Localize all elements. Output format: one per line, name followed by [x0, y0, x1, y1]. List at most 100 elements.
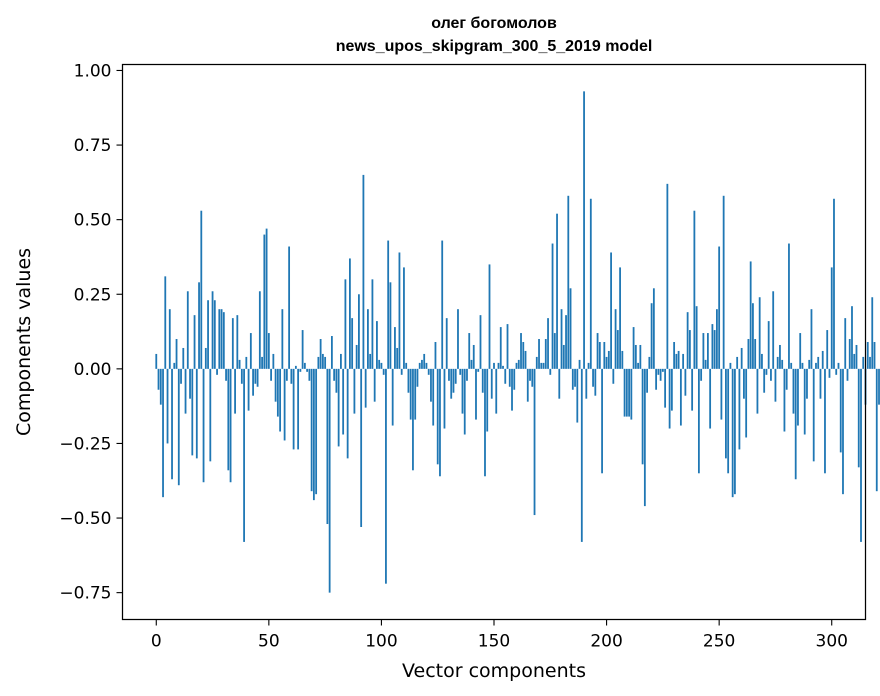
bar [747, 339, 750, 369]
bar [835, 368, 838, 375]
bar [749, 261, 752, 369]
bar [470, 359, 473, 369]
bar [202, 368, 205, 483]
bar [709, 368, 712, 429]
bar [810, 309, 813, 369]
bar [828, 368, 831, 378]
x-axis-label: Vector components [402, 660, 586, 682]
bar [520, 333, 522, 369]
bar [326, 368, 329, 525]
bar [722, 195, 725, 369]
bar [358, 294, 360, 369]
bar [333, 368, 336, 381]
bar [367, 309, 369, 369]
bar [391, 368, 394, 426]
bar [700, 368, 703, 381]
bar [756, 368, 759, 414]
x-tick-label: 100 [365, 632, 397, 652]
bar [574, 368, 576, 387]
bar [459, 368, 462, 375]
bar [159, 368, 162, 405]
bar [542, 362, 545, 369]
bar [862, 356, 865, 369]
bar [553, 333, 556, 369]
bar [240, 368, 243, 384]
bar [596, 333, 599, 369]
bar [826, 330, 829, 369]
bar [664, 368, 667, 408]
bar [292, 368, 295, 450]
bar [182, 347, 185, 369]
bar [781, 359, 784, 369]
bar [767, 321, 770, 369]
bar [432, 368, 435, 426]
x-tick-label: 0 [151, 632, 162, 652]
bar [378, 359, 381, 369]
bar [652, 288, 655, 369]
bar [544, 339, 547, 369]
bar [637, 362, 639, 369]
bar [434, 342, 437, 369]
bar [427, 368, 430, 375]
bar [346, 368, 349, 459]
bar [524, 350, 527, 369]
bar [380, 362, 383, 369]
y-tick-label: 0.25 [74, 285, 112, 305]
bar [686, 312, 689, 369]
bar [283, 368, 286, 441]
chart-title: олег богомолов [431, 15, 557, 32]
bar [238, 359, 241, 369]
bar [207, 300, 209, 369]
bar [691, 368, 694, 411]
bar [412, 368, 414, 471]
bar [256, 368, 259, 387]
bar [646, 368, 648, 393]
bar [745, 368, 748, 438]
bar [472, 344, 475, 369]
bar [639, 344, 642, 369]
bar [661, 368, 664, 372]
bar [601, 368, 603, 474]
bar [531, 368, 534, 387]
bar [817, 356, 820, 369]
bar [801, 362, 804, 369]
bar [815, 362, 817, 369]
bar [452, 368, 455, 393]
bar [560, 309, 563, 369]
bar [204, 347, 207, 369]
bar [785, 368, 788, 390]
bar [421, 359, 423, 369]
bar [693, 210, 696, 369]
bar [659, 368, 662, 381]
bar [385, 368, 387, 584]
bar [558, 368, 561, 399]
bar [779, 344, 781, 369]
bar [376, 321, 378, 369]
bar [162, 368, 164, 498]
bar [594, 368, 597, 396]
bar [409, 368, 412, 420]
bar [713, 330, 716, 369]
bar [567, 195, 570, 369]
bar [299, 368, 302, 372]
bar [565, 315, 567, 369]
bar [538, 339, 540, 369]
bar [418, 362, 421, 369]
bar [414, 368, 417, 420]
bar [670, 368, 673, 411]
bar [281, 309, 284, 369]
bar [679, 368, 682, 426]
bar [342, 368, 345, 435]
bar [303, 362, 306, 369]
bar [821, 350, 824, 369]
bar [502, 365, 504, 369]
bar [263, 234, 266, 369]
bar [675, 353, 678, 369]
bar [556, 213, 558, 369]
bar [364, 368, 367, 408]
bar [734, 368, 736, 495]
bar [533, 368, 536, 516]
bar [321, 353, 324, 369]
bar [598, 342, 601, 369]
bar [290, 368, 293, 384]
